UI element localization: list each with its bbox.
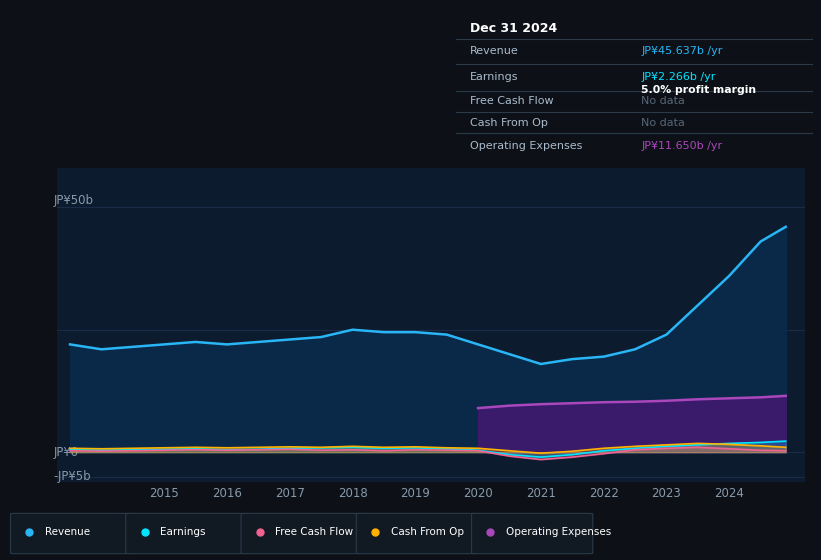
Text: Cash From Op: Cash From Op (391, 527, 464, 537)
FancyBboxPatch shape (241, 514, 362, 554)
Text: Earnings: Earnings (470, 72, 518, 82)
Text: JP¥45.637b /yr: JP¥45.637b /yr (641, 46, 722, 57)
Text: 5.0% profit margin: 5.0% profit margin (641, 85, 756, 95)
FancyBboxPatch shape (126, 514, 247, 554)
FancyBboxPatch shape (11, 514, 131, 554)
Text: Free Cash Flow: Free Cash Flow (275, 527, 354, 537)
Text: No data: No data (641, 118, 686, 128)
Text: No data: No data (641, 96, 686, 106)
Text: Operating Expenses: Operating Expenses (506, 527, 611, 537)
Text: JP¥11.650b /yr: JP¥11.650b /yr (641, 141, 722, 151)
Text: Dec 31 2024: Dec 31 2024 (470, 22, 557, 35)
Text: Operating Expenses: Operating Expenses (470, 141, 582, 151)
Text: Free Cash Flow: Free Cash Flow (470, 96, 553, 106)
Text: Revenue: Revenue (45, 527, 90, 537)
Text: -JP¥5b: -JP¥5b (53, 470, 91, 483)
FancyBboxPatch shape (356, 514, 478, 554)
Text: Cash From Op: Cash From Op (470, 118, 548, 128)
Text: JP¥50b: JP¥50b (53, 194, 94, 207)
FancyBboxPatch shape (471, 514, 593, 554)
Text: Revenue: Revenue (470, 46, 519, 57)
Text: JP¥2.266b /yr: JP¥2.266b /yr (641, 72, 716, 82)
Text: JP¥0: JP¥0 (53, 446, 79, 459)
Text: Earnings: Earnings (160, 527, 205, 537)
